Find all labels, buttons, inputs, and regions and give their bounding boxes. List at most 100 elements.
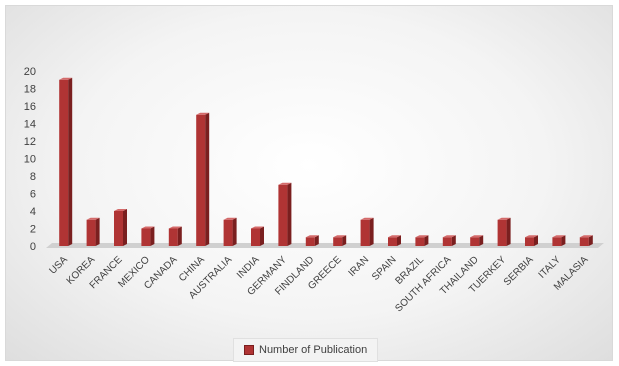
bar	[415, 235, 429, 246]
bar	[223, 217, 237, 246]
bar-front	[579, 237, 589, 246]
bar-front	[525, 237, 534, 246]
bar	[86, 217, 100, 246]
bar-front	[278, 184, 288, 246]
bar-top	[278, 182, 292, 185]
bar-top	[141, 226, 155, 229]
bar-side	[123, 209, 127, 246]
bar-front	[305, 237, 315, 246]
bar-side	[177, 226, 182, 246]
bar-top	[525, 235, 538, 238]
bar-side	[232, 217, 237, 246]
bar-top	[579, 235, 593, 238]
y-tick-label: 10	[24, 154, 36, 166]
y-tick-label: 12	[24, 136, 36, 148]
bar-top	[305, 235, 319, 238]
bar	[360, 217, 374, 246]
bar-side	[314, 235, 319, 246]
x-tick-label: SERBIA	[502, 254, 536, 288]
y-tick-label: 2	[30, 224, 36, 236]
bar-front	[114, 211, 123, 246]
x-tick-label: USA	[48, 254, 71, 277]
bar	[470, 235, 484, 246]
bar-side	[369, 217, 374, 246]
bar-top	[497, 217, 511, 220]
bar	[525, 235, 538, 246]
bar	[388, 235, 401, 246]
bar	[114, 209, 127, 246]
bar-side	[287, 182, 292, 246]
y-tick-label: 6	[30, 189, 36, 201]
bar-front	[442, 237, 452, 246]
bar-front	[251, 228, 260, 246]
chart-floor	[46, 243, 604, 248]
legend-swatch	[244, 345, 254, 355]
bar-top	[223, 217, 237, 220]
y-axis: 0 2 4 6 8 10 12 14 16 18 20	[24, 66, 604, 253]
bar-front	[223, 219, 233, 246]
bar-side	[424, 235, 429, 246]
bar-side	[260, 226, 264, 246]
bar	[497, 217, 511, 246]
bar	[305, 235, 319, 246]
x-axis: USAKOREAFRANCEMEXICOCANADACHINAAUSTRALIA…	[48, 254, 591, 314]
bar-top	[114, 209, 127, 211]
bar-top	[388, 235, 401, 238]
bar-top	[470, 235, 484, 238]
bar-top	[59, 77, 73, 80]
bar	[59, 77, 73, 246]
legend: Number of Publication	[233, 338, 379, 362]
bar-side	[451, 235, 456, 246]
y-tick-label: 8	[30, 171, 36, 183]
bar-top	[251, 226, 264, 229]
bar-side	[397, 235, 401, 246]
bar-front	[168, 228, 178, 246]
bar-side	[150, 226, 155, 246]
bar	[442, 235, 456, 246]
bar	[251, 226, 264, 246]
legend-label: Number of Publication	[259, 344, 368, 356]
y-tick-label: 16	[24, 101, 36, 113]
bar	[278, 182, 292, 246]
bar	[168, 226, 182, 246]
bar-front	[360, 219, 370, 246]
bar-front	[86, 219, 96, 246]
bar-side	[506, 217, 511, 246]
y-tick-label: 20	[24, 66, 36, 78]
bar	[552, 235, 566, 246]
bar-top	[168, 226, 182, 229]
bar-top	[196, 112, 210, 115]
y-tick-label: 14	[24, 119, 36, 131]
bar-series	[59, 77, 593, 246]
y-tick-label: 4	[30, 206, 36, 218]
bar-front	[196, 114, 206, 246]
bar-top	[415, 235, 429, 238]
bar-front	[59, 79, 69, 246]
bar-side	[588, 235, 593, 246]
chart-area	[5, 5, 613, 361]
bar-side	[534, 235, 538, 246]
bar-front	[497, 219, 507, 246]
bar-front	[388, 237, 397, 246]
bar-side	[95, 217, 100, 246]
y-tick-label: 0	[30, 241, 36, 253]
bar	[196, 112, 210, 246]
bar-side	[68, 77, 73, 246]
bar-side	[205, 112, 210, 246]
bar-top	[360, 217, 374, 220]
bar-front	[333, 237, 343, 246]
y-tick-label: 18	[24, 84, 36, 96]
bar-top	[552, 235, 566, 238]
bar-front	[552, 237, 562, 246]
bar-side	[479, 235, 484, 246]
bar-top	[442, 235, 456, 238]
bar-front	[470, 237, 480, 246]
bar	[579, 235, 593, 246]
x-tick-label: IRAN	[347, 254, 372, 279]
bar	[333, 235, 347, 246]
bar-front	[141, 228, 151, 246]
bar	[141, 226, 155, 246]
bar-top	[333, 235, 347, 238]
bar-side	[342, 235, 347, 246]
